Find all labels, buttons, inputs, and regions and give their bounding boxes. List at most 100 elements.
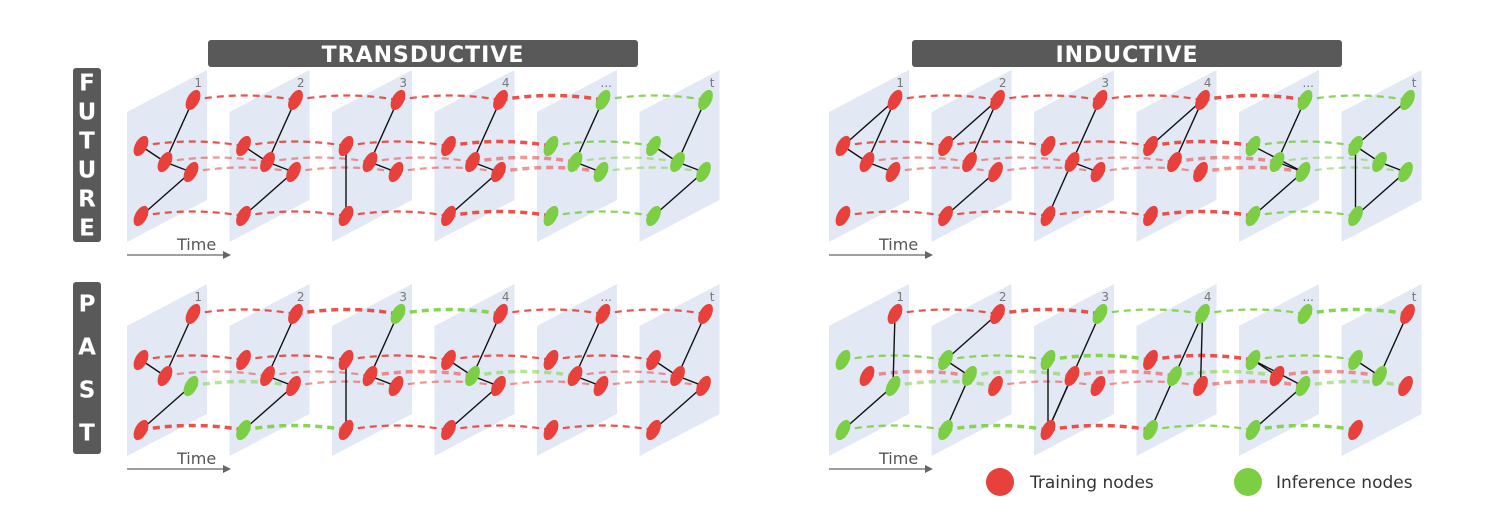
transductive-banner: TRANSDUCTIVE — [208, 40, 638, 68]
training-node — [1143, 135, 1158, 157]
training-node — [988, 375, 1003, 397]
training-node — [388, 161, 404, 183]
training-node — [491, 375, 506, 397]
frame-label: 3 — [399, 290, 407, 304]
temporal-link — [842, 140, 946, 148]
time-arrow-head — [223, 465, 231, 473]
temporal-link — [894, 308, 998, 316]
inference-node — [885, 375, 901, 397]
training-node — [990, 303, 1005, 325]
training-node — [887, 303, 903, 325]
row-letter: S — [79, 378, 96, 404]
temporal-link — [395, 166, 499, 174]
graph-edge — [1252, 171, 1304, 217]
training-node — [157, 365, 173, 387]
temporal-link — [293, 380, 397, 388]
training-node — [441, 349, 456, 371]
frame-label: 2 — [297, 290, 305, 304]
training-node — [1090, 375, 1106, 397]
inference-node — [595, 89, 611, 111]
training-node — [362, 151, 378, 173]
temporal-link — [498, 380, 602, 388]
training-node — [543, 349, 559, 371]
temporal-link — [1252, 354, 1356, 362]
row-letter: U — [78, 158, 97, 184]
temporal-link — [192, 308, 296, 316]
graph-edge — [574, 313, 604, 377]
inference-node — [1297, 89, 1313, 111]
temporal-link — [1071, 369, 1175, 378]
graph-edge — [448, 385, 499, 431]
training-node — [441, 419, 456, 441]
temporal-link — [1202, 308, 1306, 316]
temporal-link — [500, 93, 604, 102]
temporal-link — [397, 307, 501, 316]
training-node — [1348, 419, 1363, 441]
temporal-link — [164, 370, 268, 378]
temporal-link — [945, 354, 1049, 362]
training-node — [1040, 419, 1056, 441]
graph-edge — [1173, 313, 1204, 377]
temporal-link — [1252, 210, 1356, 218]
training-node — [1193, 161, 1208, 183]
time-label: Time — [878, 235, 918, 254]
temporal-link — [1202, 93, 1306, 102]
training-node — [646, 419, 661, 441]
inference-node — [1269, 151, 1285, 173]
inference-node — [1245, 349, 1261, 371]
frame-label: ... — [601, 76, 612, 90]
frame-label: 1 — [896, 290, 904, 304]
inference-node — [390, 303, 406, 325]
training-node — [1400, 303, 1415, 325]
training-node — [493, 89, 508, 111]
graph-edge — [1173, 99, 1204, 163]
graph-edge — [1355, 99, 1408, 147]
inference-node — [1092, 303, 1108, 325]
temporal-link — [995, 166, 1099, 174]
temporal-link — [190, 379, 294, 388]
temporal-link — [842, 210, 946, 218]
graph-edge — [1276, 99, 1306, 163]
graph-edge — [574, 99, 604, 163]
temporal-link — [1097, 166, 1201, 174]
row-letter: A — [78, 335, 96, 361]
inference-node — [1372, 365, 1387, 387]
temporal-link — [842, 424, 946, 432]
training-node — [491, 161, 506, 183]
graph-edge — [448, 171, 499, 217]
temporal-link — [164, 156, 268, 164]
temporal-link — [602, 308, 706, 316]
frame-label: 4 — [502, 290, 510, 304]
training-node — [990, 89, 1005, 111]
graph-edge — [369, 313, 399, 377]
graph-edge — [1150, 99, 1203, 147]
training-node — [1195, 89, 1210, 111]
row-letter: F — [79, 71, 95, 97]
inductive-title: INDUCTIVE — [1055, 43, 1198, 68]
graph-edge — [471, 313, 502, 377]
temporal-link — [550, 140, 654, 148]
temporal-link — [1047, 353, 1151, 362]
inference-node — [696, 161, 711, 183]
temporal-link — [969, 156, 1073, 164]
training-node — [362, 365, 378, 387]
training-node — [1092, 89, 1108, 111]
temporal-link — [1302, 166, 1406, 174]
temporal-link — [945, 423, 1049, 432]
training-node — [1040, 205, 1056, 227]
training-node — [1064, 365, 1080, 387]
training-node — [288, 303, 303, 325]
row-letter: T — [79, 129, 95, 155]
frame-label: 3 — [1101, 76, 1109, 90]
frame-label: 1 — [896, 76, 904, 90]
temporal-link — [448, 209, 552, 218]
row-letter: E — [79, 216, 95, 242]
temporal-link — [1174, 155, 1278, 164]
inference-node — [646, 135, 661, 157]
training-node — [1040, 135, 1056, 157]
temporal-link — [1150, 424, 1254, 432]
graph-edge — [653, 171, 704, 217]
temporal-link — [550, 354, 654, 362]
